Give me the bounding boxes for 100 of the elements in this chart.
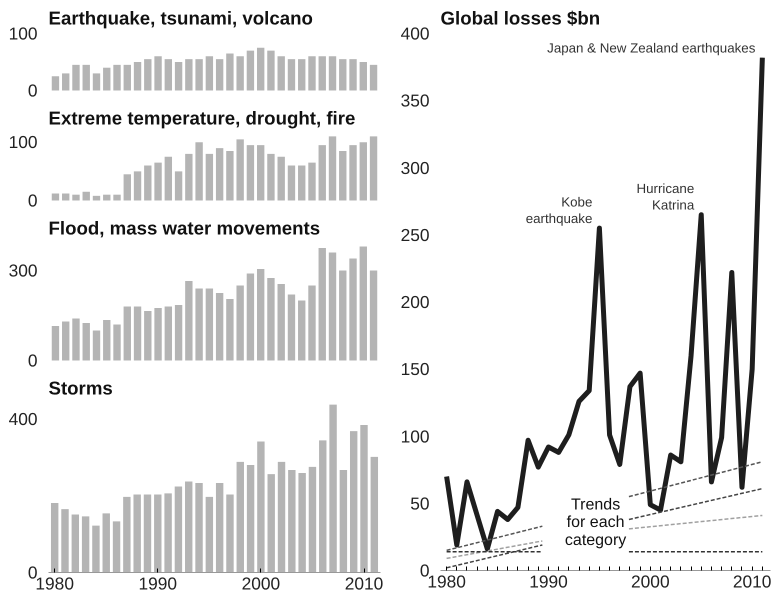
bar — [216, 59, 224, 90]
bar — [164, 156, 172, 200]
chart-title: Extreme temperature, drought, fire — [48, 108, 356, 128]
y-tick-label: 350 — [400, 90, 430, 111]
bar — [288, 166, 296, 200]
bar — [92, 196, 100, 200]
bar — [206, 288, 214, 360]
bar — [278, 284, 285, 360]
bar — [339, 150, 346, 200]
chart-title: Global losses $bn — [440, 8, 600, 28]
bar — [298, 300, 306, 360]
bar — [206, 56, 214, 90]
bar — [360, 62, 367, 90]
bar — [185, 281, 193, 360]
y-tick-label: 100 — [8, 132, 38, 152]
bar — [226, 299, 234, 360]
bar — [236, 139, 244, 200]
bar — [339, 270, 346, 360]
y-tick-label: 250 — [400, 224, 430, 245]
bar — [246, 145, 254, 200]
bar — [267, 154, 275, 200]
bar — [267, 278, 275, 360]
y-tick-label: 300 — [400, 158, 430, 178]
bar — [256, 48, 264, 90]
bar — [144, 311, 152, 360]
annotation: Japan & New Zealand earthquakes — [547, 40, 756, 56]
bar — [113, 64, 121, 90]
y-tick-label: 0 — [28, 562, 38, 582]
bar — [298, 473, 306, 572]
bar — [82, 516, 90, 572]
bar — [278, 56, 285, 90]
bar — [124, 174, 131, 200]
bar — [82, 64, 90, 90]
bar — [185, 154, 193, 200]
y-tick-label: 100 — [400, 426, 430, 446]
bar — [370, 64, 378, 90]
chart-title: Earthquake, tsunami, volcano — [48, 8, 313, 28]
y-tick-label: 100 — [8, 24, 38, 44]
y-tick-label: 0 — [28, 190, 38, 210]
bar — [360, 425, 368, 572]
bar — [328, 252, 336, 360]
bar — [288, 294, 296, 360]
bar — [319, 440, 326, 572]
bar — [318, 145, 326, 200]
bar — [195, 288, 203, 360]
bar — [154, 56, 162, 90]
bar — [256, 269, 264, 360]
bar — [216, 483, 224, 572]
bar — [195, 142, 203, 200]
bar — [195, 483, 203, 572]
bar — [257, 442, 265, 572]
bar — [318, 56, 326, 90]
bar — [360, 142, 367, 200]
bar — [112, 521, 120, 572]
bar — [216, 293, 224, 360]
chart-title: Storms — [48, 378, 113, 398]
bar — [144, 494, 152, 572]
bar — [72, 514, 80, 572]
bar — [134, 62, 142, 90]
bar — [308, 162, 316, 200]
bar — [298, 166, 306, 200]
bar — [174, 305, 182, 360]
bar — [370, 136, 378, 200]
bar — [236, 56, 244, 90]
bar — [113, 194, 121, 200]
x-tick-label: 2010 — [732, 572, 772, 592]
y-tick-label: 300 — [8, 260, 38, 280]
x-tick-label: 1990 — [529, 572, 568, 592]
bar — [246, 50, 254, 90]
bar — [92, 330, 100, 360]
bar — [236, 286, 244, 360]
bar — [82, 192, 90, 200]
bar — [318, 248, 326, 360]
bar — [236, 462, 244, 572]
chart-title: Flood, mass water movements — [48, 218, 320, 238]
annotation: Kobe earthquake — [526, 194, 592, 226]
bar — [226, 150, 234, 200]
bar — [154, 308, 162, 360]
bar — [288, 59, 296, 90]
bar — [82, 323, 90, 360]
x-tick-label: 1990 — [138, 574, 178, 592]
annotation: Trends for each category — [564, 496, 626, 550]
bar — [124, 64, 131, 90]
bar — [133, 494, 141, 572]
bar — [267, 50, 275, 90]
bar — [72, 194, 80, 200]
bar — [328, 136, 336, 200]
bar — [52, 76, 60, 90]
bar — [256, 145, 264, 200]
annotation: Hurricane Katrina — [636, 181, 695, 213]
bar — [62, 322, 70, 360]
bar — [72, 318, 80, 360]
bar — [246, 274, 254, 360]
bar — [164, 59, 172, 90]
bar — [134, 306, 142, 360]
y-tick-label: 200 — [400, 292, 430, 312]
bar — [154, 162, 162, 200]
y-tick-label: 50 — [410, 493, 430, 514]
bar — [339, 59, 346, 90]
bar — [144, 166, 152, 200]
